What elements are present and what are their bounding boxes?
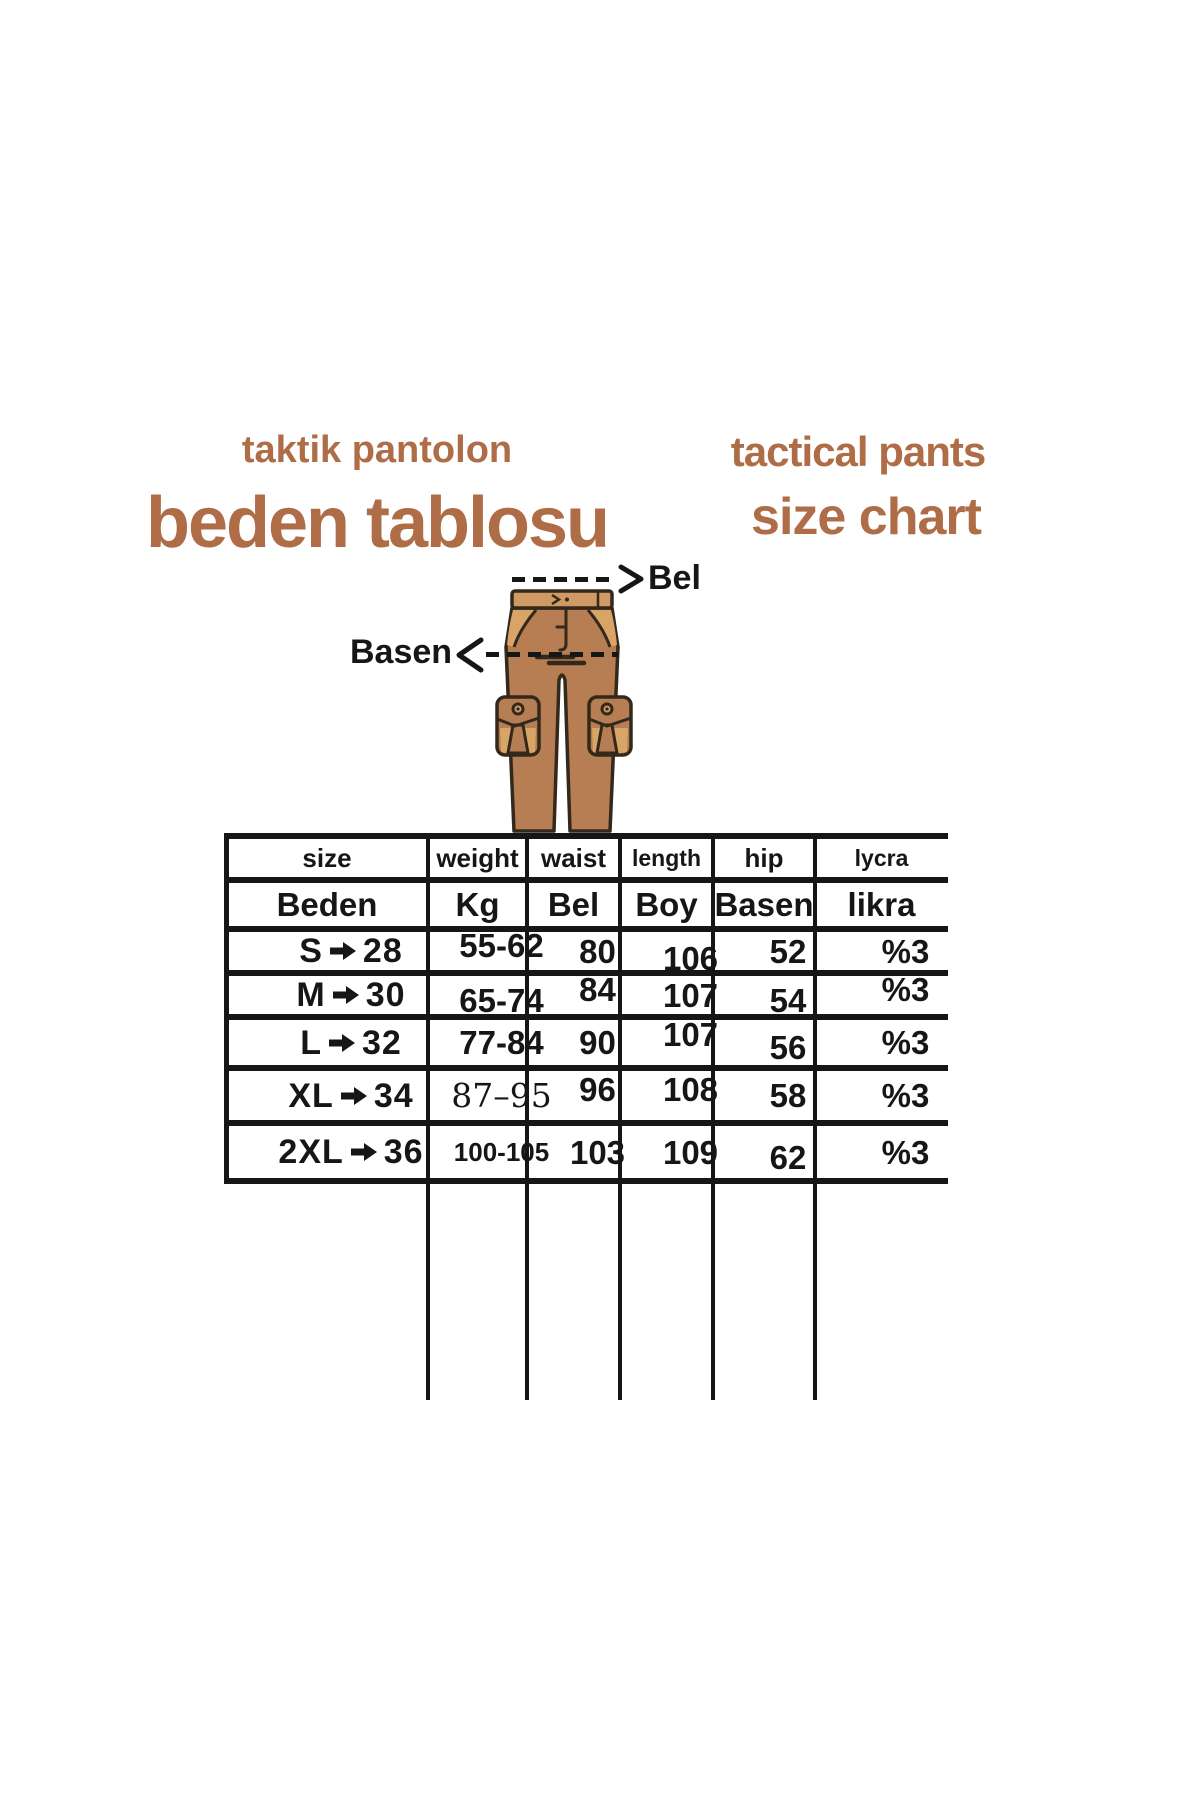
table-header-row-en: size weight waist length hip lycra: [226, 836, 948, 880]
table-row: M 30 65-74 84 107 54 %3: [226, 973, 948, 1017]
col-header-beden: Beden: [276, 886, 378, 923]
length-cell: 107: [662, 1016, 719, 1053]
waist-label: Bel: [648, 559, 701, 597]
length-cell: 106: [662, 939, 719, 977]
size-label: XL: [288, 1076, 334, 1115]
table-grid-line: [813, 833, 817, 1400]
col-header-bel: Bel: [547, 886, 600, 923]
size-cell: XL 34: [226, 1068, 452, 1123]
waist-cell: 80: [579, 932, 616, 970]
size-label: M: [296, 976, 326, 1014]
length-cell: 107: [662, 976, 719, 1014]
hip-cell: 62: [769, 1138, 807, 1176]
table-grid-line: [226, 1065, 948, 1071]
hip-cell: 58: [769, 1077, 807, 1114]
lycra-cell: %3: [881, 970, 930, 1008]
hip-cell: 52: [769, 932, 807, 970]
waist-cell: 96: [579, 1071, 616, 1108]
col-header-length: length: [632, 844, 701, 871]
chevron-left-icon: [456, 637, 484, 673]
weight-cell: 55-62: [459, 926, 544, 964]
table-grid-line: [226, 833, 948, 839]
col-header-basen: Basen: [714, 886, 814, 923]
size-label: 2XL: [278, 1133, 344, 1171]
size-table: size weight waist length hip lycra Beden…: [224, 833, 948, 1400]
right-cargo-pocket: [587, 695, 633, 757]
title-english-small: tactical pants: [730, 428, 986, 475]
table-grid-line: [618, 833, 622, 1400]
col-header-weight: weight: [436, 843, 519, 873]
right-arrow-icon: [332, 986, 359, 1004]
right-arrow-icon: [328, 1033, 355, 1052]
size-us-number: 32: [361, 1023, 402, 1062]
col-header-kg: Kg: [455, 886, 500, 923]
right-arrow-icon: [329, 942, 356, 960]
col-header-waist: waist: [540, 843, 607, 873]
table-grid-line: [426, 833, 430, 1400]
cargo-pants-illustration: [495, 589, 633, 833]
waist-cell: 84: [579, 970, 616, 1008]
weight-cell: 87–95: [451, 1076, 552, 1115]
table-row: L 32 77-84 90 107 56 %3: [226, 1017, 948, 1068]
title-turkish-big: beden tablosu: [145, 483, 610, 563]
table-row: XL 34 87–95 96 108 58 %3: [226, 1068, 948, 1123]
size-label: L: [300, 1023, 322, 1062]
table-grid-line: [525, 833, 529, 1400]
lycra-cell: %3: [881, 1077, 930, 1114]
col-header-size: size: [302, 843, 352, 873]
table-grid-line: [226, 1120, 948, 1126]
length-cell: 108: [662, 1071, 719, 1108]
weight-cell: 100-105: [453, 1137, 550, 1167]
table-grid-line: [226, 970, 948, 976]
size-cell: M 30: [226, 973, 452, 1017]
waist-cell: 103: [569, 1133, 626, 1171]
hip-cell: 56: [769, 1029, 807, 1066]
size-us-number: 34: [373, 1076, 414, 1115]
size-us-number: 28: [362, 932, 403, 970]
table-header-row-tr: Beden Kg Bel Boy Basen likra: [226, 880, 948, 929]
table-grid-line: [226, 1014, 948, 1020]
col-header-boy: Boy: [635, 886, 698, 923]
waist-dashed-line: [512, 577, 616, 582]
col-header-likra: likra: [847, 886, 916, 923]
chevron-right-icon: [618, 564, 644, 594]
size-cell: 2XL 36: [226, 1123, 452, 1181]
table-grid-line: [226, 1178, 948, 1184]
col-header-lycra: lycra: [854, 844, 909, 871]
table-grid-line: [226, 926, 948, 932]
table-grid-line: [224, 833, 229, 1184]
size-cell: L 32: [226, 1017, 452, 1068]
table-grid-line: [711, 833, 715, 1400]
table-row: 2XL 36 100-105 103 109 62 %3: [226, 1123, 948, 1181]
right-arrow-icon: [350, 1143, 377, 1161]
col-header-hip: hip: [744, 843, 784, 873]
size-label: S: [299, 932, 323, 970]
table-grid-line: [226, 877, 948, 883]
lycra-cell: %3: [881, 932, 930, 970]
size-us-number: 36: [383, 1133, 424, 1171]
title-turkish-small: taktik pantolon: [241, 429, 513, 471]
weight-cell: 65-74: [459, 981, 544, 1019]
left-cargo-pocket: [495, 695, 541, 757]
length-cell: 109: [662, 1133, 719, 1171]
size-us-number: 30: [365, 976, 406, 1014]
right-arrow-icon: [340, 1086, 367, 1105]
title-english-big: size chart: [751, 488, 982, 546]
hip-label: Basen: [350, 633, 453, 671]
weight-cell: 77-84: [459, 1024, 544, 1061]
lycra-cell: %3: [881, 1133, 930, 1171]
hip-dashed-line: [486, 652, 618, 657]
table-row: S 28 55-62 80 106 52 %3: [226, 929, 948, 975]
lycra-cell: %3: [881, 1024, 930, 1061]
hip-cell: 54: [769, 981, 807, 1019]
size-cell: S 28: [226, 929, 452, 973]
waist-cell: 90: [579, 1024, 616, 1061]
